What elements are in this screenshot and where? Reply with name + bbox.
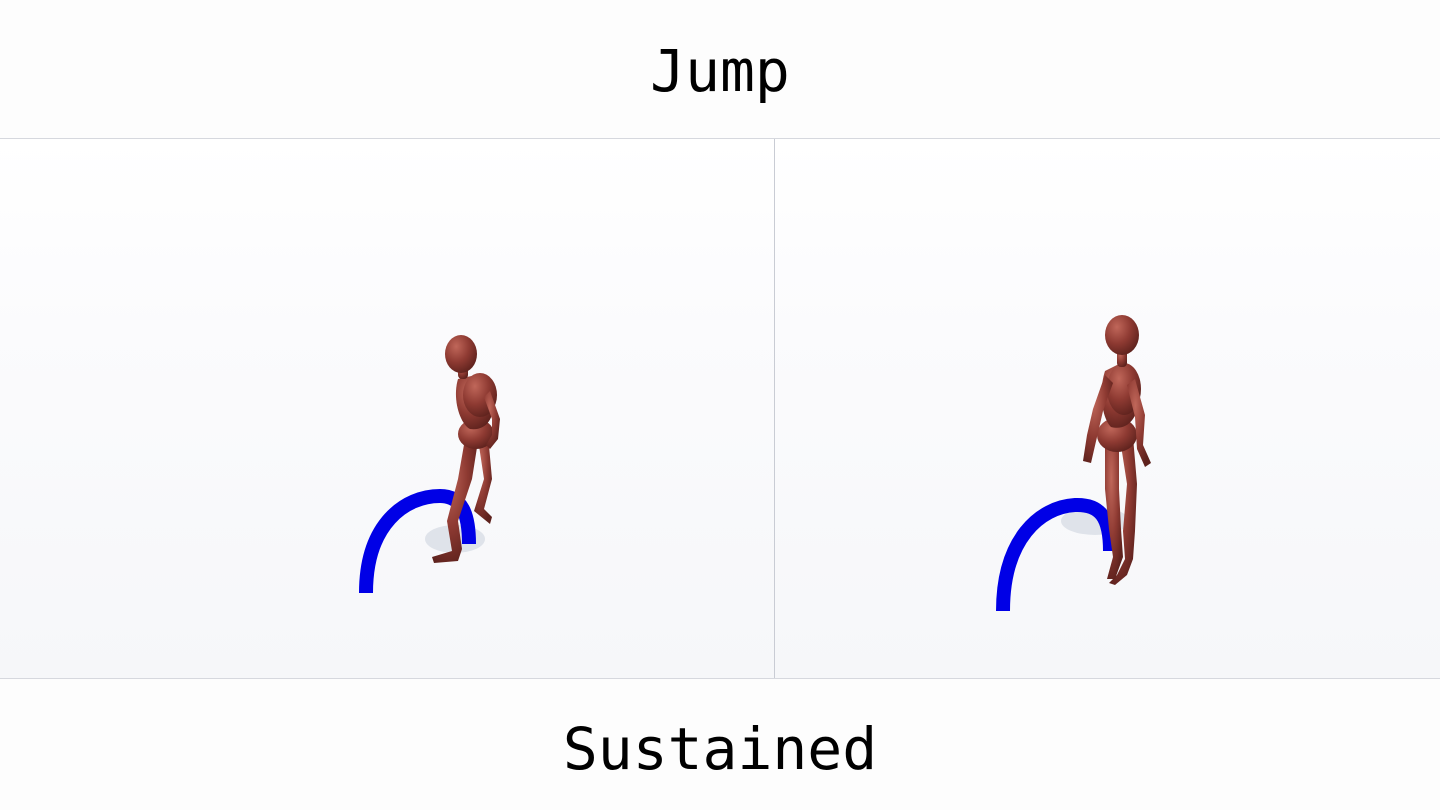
- left-view-scene: [359, 335, 500, 594]
- right-view-panel: [775, 139, 1440, 678]
- arc-trajectory: [359, 488, 476, 594]
- left-view-panel: [0, 139, 775, 678]
- arc-trajectory: [996, 497, 1117, 612]
- motion-title: Jump: [650, 37, 790, 105]
- motion-style-caption: Sustained: [562, 715, 878, 783]
- figure: [1083, 315, 1151, 585]
- render-panels: [0, 138, 1440, 679]
- right-view-scene: [996, 315, 1151, 612]
- figure: [432, 335, 500, 563]
